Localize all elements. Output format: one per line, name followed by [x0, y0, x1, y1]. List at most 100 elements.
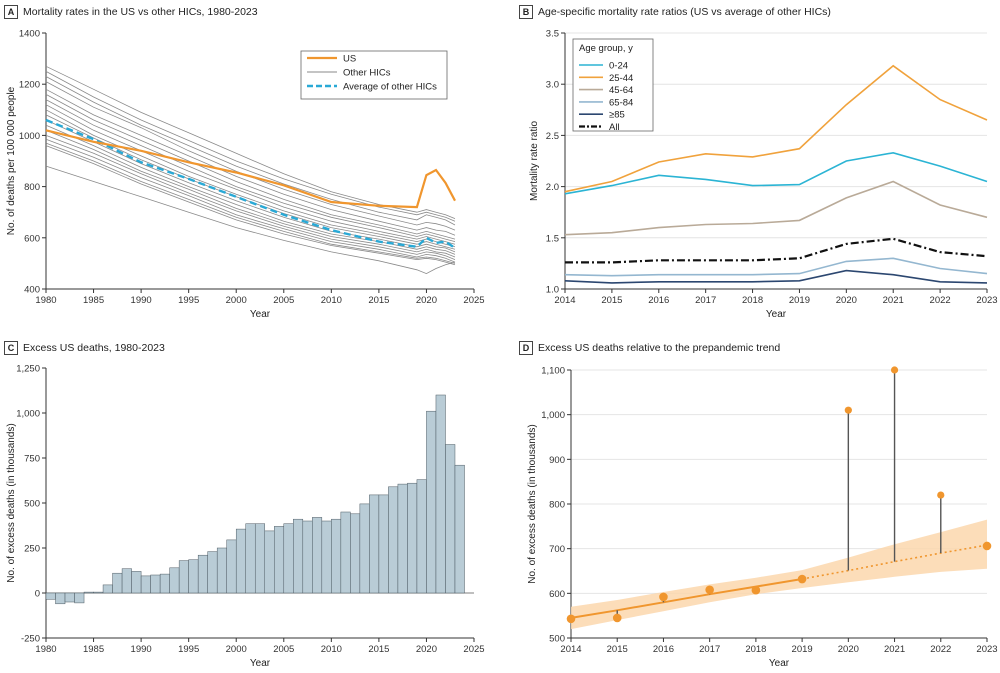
bar: [321, 520, 332, 594]
legend-label: 65-84: [609, 97, 633, 108]
series-line-5: [564, 269, 988, 284]
bar: [112, 572, 123, 594]
other-hic-line: [45, 88, 456, 236]
x-tick-label: 2025: [463, 295, 484, 306]
other-hic-line: [45, 165, 456, 275]
x-tick-label: 2020: [416, 295, 437, 306]
y-tick-label: 500: [549, 634, 565, 645]
bar: [226, 539, 237, 594]
x-tick-label: 1990: [131, 295, 152, 306]
y-tick-label: 700: [549, 544, 565, 555]
x-tick-label: 1990: [131, 644, 152, 655]
bar: [121, 568, 132, 594]
x-tick-label: 2005: [273, 295, 294, 306]
x-axis-label: Year: [769, 658, 790, 669]
x-tick-label: 2023: [976, 644, 997, 655]
panel-c-title: Excess US deaths, 1980-2023: [23, 342, 165, 354]
y-tick-label: 1000: [19, 131, 40, 142]
y-tick-label: 800: [24, 182, 40, 193]
chart-c: 1980 1985 1990 1995 2000 2005 2010 2015 2020 2025…: [6, 364, 485, 670]
average-hics-line: [45, 118, 456, 249]
x-tick-label: 2018: [742, 295, 763, 306]
observed-point: [797, 574, 807, 584]
x-tick-label: 1995: [178, 295, 199, 306]
other-hic-line: [45, 109, 456, 248]
y-tick-label: 1,000: [541, 410, 565, 421]
observed-point: [982, 541, 992, 551]
y-axis-label: No. of deaths per 100 000 people: [6, 86, 17, 235]
x-tick-label: 2020: [416, 644, 437, 655]
legend-label: US: [343, 54, 356, 65]
legend-label: 0-24: [609, 61, 628, 72]
x-tick-label: 2018: [745, 644, 766, 655]
y-tick-label: 2.0: [546, 182, 559, 193]
us-line: [45, 129, 456, 209]
bar: [159, 573, 170, 594]
x-axis-label: Year: [766, 309, 787, 320]
panel-d-header: D Excess US deaths relative to the prepa…: [519, 340, 780, 356]
x-tick-label: 2021: [884, 644, 905, 655]
projected-trend-line: [801, 544, 988, 580]
y-tick-label: 500: [24, 499, 40, 510]
observed-point: [566, 614, 576, 624]
y-tick-label: 1,250: [16, 364, 40, 375]
x-tick-label: 2014: [554, 295, 575, 306]
bar: [445, 444, 456, 594]
bar: [435, 394, 446, 594]
bar: [397, 483, 408, 594]
panel-c-letter: C: [4, 341, 18, 355]
bar: [64, 592, 75, 603]
other-hic-line: [45, 76, 456, 226]
bar: [369, 494, 380, 594]
x-tick-label: 2020: [838, 644, 859, 655]
y-tick-label: 1,000: [16, 409, 40, 420]
y-axis-label: No. of excess deaths (in thousands): [527, 424, 538, 584]
series-line-6: [565, 237, 988, 264]
x-tick-label: 2016: [653, 644, 674, 655]
x-tick-label: 2015: [368, 644, 389, 655]
bar: [254, 523, 266, 594]
bar: [293, 518, 304, 594]
panel-b-header: B Age-specific mortality rate ratios (US…: [519, 4, 831, 20]
other-hic-line: [45, 65, 456, 219]
x-tick-label: 1980: [35, 644, 56, 655]
panel-d-letter: D: [519, 341, 533, 355]
x-tick-label: 2016: [648, 295, 669, 306]
x-tick-label: 2010: [321, 295, 342, 306]
panel-d-title: Excess US deaths relative to the prepand…: [538, 342, 781, 354]
x-tick-label: 2015: [601, 295, 622, 306]
y-tick-label: 0: [35, 589, 40, 600]
other-hic-line: [45, 135, 456, 260]
bar: [140, 575, 151, 594]
x-axis-label: Year: [250, 658, 271, 669]
x-tick-label: 2000: [226, 644, 247, 655]
bar: [407, 482, 418, 594]
chart-a: 1980 1985 1990 1995 2000 2005 2010 2015 2020 2025…: [6, 29, 485, 321]
other-hic-line: [45, 114, 456, 250]
y-tick-label: 1.0: [546, 285, 559, 296]
x-tick-label: 2020: [836, 295, 857, 306]
bar: [340, 511, 351, 594]
bar: [350, 513, 361, 594]
bar: [274, 526, 285, 594]
y-tick-label: 1,100: [541, 366, 565, 377]
y-tick-label: 1200: [19, 80, 40, 91]
x-tick-label: 2019: [792, 644, 813, 655]
bar: [55, 592, 66, 605]
legend-box: [572, 38, 654, 132]
y-tick-label: 900: [549, 455, 565, 466]
y-tick-label: 3.5: [546, 29, 559, 40]
panel-a-title: Mortality rates in the US vs other HICs,…: [23, 6, 258, 18]
x-tick-label: 2017: [699, 644, 720, 655]
legend-label: Average of other HICs: [343, 82, 437, 93]
other-hic-line: [45, 81, 456, 231]
bar: [178, 560, 189, 594]
series-line-2: [564, 64, 988, 193]
x-tick-label: 2019: [789, 295, 810, 306]
other-hic-line: [45, 94, 456, 240]
bar: [416, 479, 427, 594]
bar: [207, 551, 218, 594]
panel-c: C Excess US deaths, 1980-2023 1980 1985 19…: [4, 340, 494, 673]
panel-b: B Age-specific mortality rate ratios (US…: [519, 4, 999, 326]
other-hic-line: [45, 129, 456, 258]
